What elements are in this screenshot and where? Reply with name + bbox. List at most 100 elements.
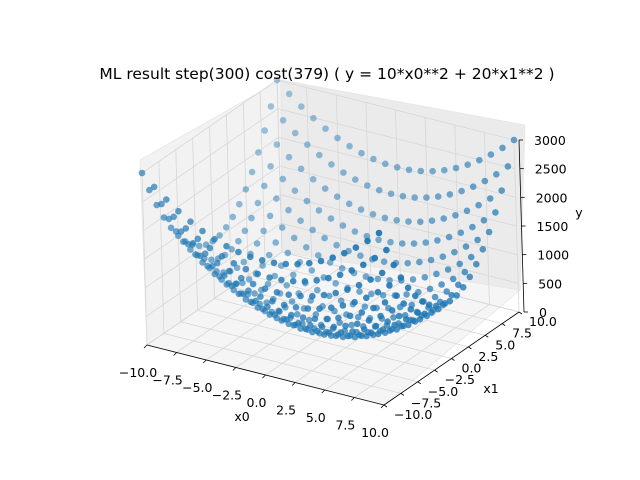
data-point	[476, 156, 483, 164]
data-point	[211, 270, 218, 278]
data-point	[285, 153, 293, 161]
data-point	[301, 278, 309, 285]
data-point	[235, 248, 242, 256]
data-point	[322, 125, 329, 132]
data-point	[209, 262, 216, 270]
data-point	[276, 308, 283, 315]
data-point	[264, 303, 271, 311]
data-point	[254, 270, 261, 278]
data-point	[294, 311, 301, 318]
data-point	[361, 303, 369, 311]
z-axis-label: y	[575, 205, 583, 220]
data-point	[279, 175, 287, 183]
data-point	[403, 291, 410, 298]
data-point	[393, 292, 400, 300]
data-point	[172, 228, 180, 235]
x1-tick-label: 0.0	[462, 361, 482, 376]
data-point	[422, 239, 430, 246]
data-point	[363, 332, 370, 340]
data-point	[247, 253, 254, 261]
data-point	[160, 214, 168, 221]
data-point	[441, 166, 448, 174]
data-point	[192, 251, 199, 258]
data-point	[316, 151, 323, 159]
data-point	[462, 243, 470, 250]
data-point	[304, 141, 311, 148]
data-point	[339, 222, 347, 229]
data-point	[291, 187, 299, 194]
data-point	[429, 167, 436, 175]
data-point	[337, 329, 345, 336]
data-points	[138, 76, 518, 341]
x1-tick-label: 10.0	[529, 314, 557, 329]
x1-tick-label: 5.0	[495, 337, 515, 352]
data-point	[428, 217, 436, 224]
data-point	[463, 207, 471, 215]
data-point	[473, 260, 480, 268]
x1-tick-label: 7.5	[512, 326, 532, 341]
data-point	[303, 197, 311, 205]
data-point	[285, 206, 292, 214]
data-point	[419, 298, 426, 305]
data-point	[199, 259, 206, 266]
x1-tick-label: −7.5	[411, 395, 441, 410]
data-point	[327, 215, 335, 222]
data-point	[504, 163, 512, 170]
data-point	[382, 160, 389, 168]
data-point	[320, 291, 328, 299]
data-point	[313, 277, 321, 284]
data-point	[302, 325, 309, 333]
data-point	[241, 227, 249, 235]
data-point	[261, 182, 268, 190]
data-point	[481, 177, 489, 185]
data-point	[267, 163, 274, 170]
data-point	[364, 237, 371, 245]
data-point	[466, 273, 474, 281]
data-point	[405, 166, 413, 174]
data-point	[390, 314, 397, 321]
data-point	[397, 274, 405, 281]
data-point	[461, 268, 469, 276]
data-point	[222, 224, 230, 231]
data-point	[248, 168, 256, 176]
data-point	[393, 217, 401, 224]
x0-tick-mark	[291, 382, 296, 386]
data-point	[285, 291, 293, 299]
data-point	[187, 246, 194, 253]
data-point	[249, 280, 257, 288]
data-point	[314, 286, 321, 294]
data-point	[294, 260, 301, 268]
data-point	[297, 292, 304, 300]
data-point	[414, 309, 422, 317]
data-point	[446, 297, 454, 305]
data-point	[377, 312, 384, 320]
data-point	[358, 149, 365, 157]
data-point	[438, 281, 445, 288]
x0-tick-mark	[351, 397, 355, 401]
data-point	[325, 329, 333, 336]
data-point	[440, 215, 448, 222]
data-point	[421, 274, 429, 281]
data-point	[412, 292, 419, 300]
data-point	[233, 280, 240, 288]
data-point	[384, 318, 391, 326]
data-point	[370, 155, 377, 163]
data-point	[346, 312, 354, 320]
data-point	[291, 129, 299, 137]
data-point	[242, 186, 250, 193]
data-point	[381, 214, 389, 222]
data-point	[318, 323, 326, 331]
data-point	[398, 322, 405, 330]
data-point	[271, 311, 279, 319]
data-point	[493, 171, 500, 178]
data-point	[453, 292, 460, 299]
data-point	[411, 194, 419, 201]
data-point	[399, 192, 407, 200]
data-point	[355, 281, 363, 289]
data-point	[163, 196, 170, 203]
data-point	[474, 236, 481, 244]
data-point	[339, 302, 347, 309]
data-point	[216, 232, 223, 239]
data-point	[255, 149, 262, 156]
data-point	[158, 200, 165, 208]
